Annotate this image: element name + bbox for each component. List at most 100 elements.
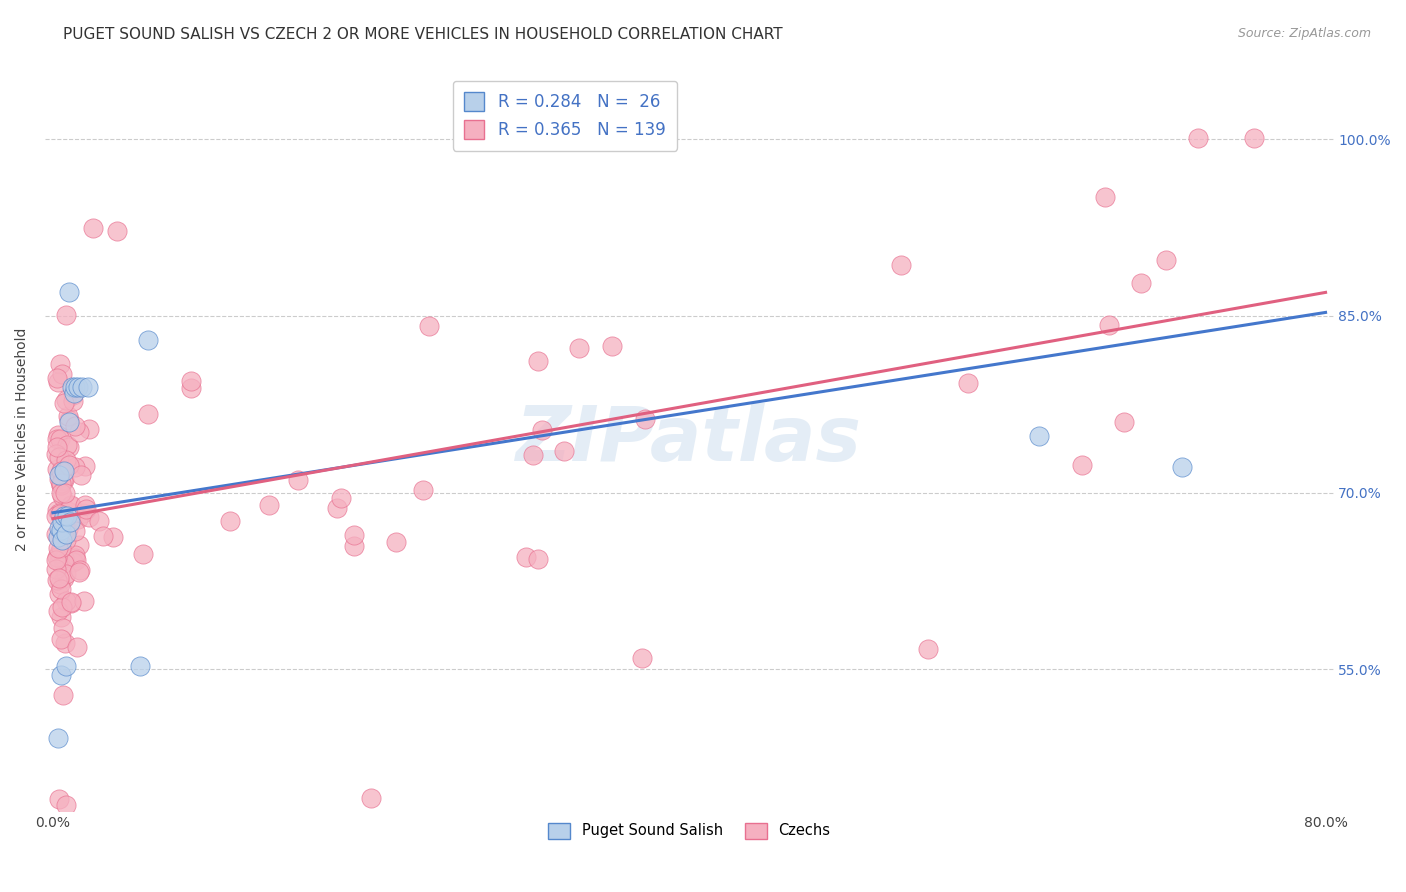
Point (49, 478, 72, 492)
Point (53, 551, 76, 566)
Point (630, 650, 652, 665)
Point (45, 447, 67, 461)
Point (52, 620, 75, 634)
Point (46, 531, 69, 545)
Point (55, 797, 77, 812)
Point (52, 571, 75, 585)
Point (49, 524, 72, 538)
Point (53, 473, 76, 487)
Point (46, 503, 69, 517)
Point (48, 521, 70, 535)
Point (62, 394, 84, 409)
Point (67, 538, 90, 552)
Point (66, 512, 89, 526)
Point (51, 489, 73, 503)
Point (65, 552, 87, 566)
Point (49, 463, 72, 477)
Point (55, 309, 77, 323)
Point (59, 595, 82, 609)
Point (51, 533, 73, 547)
Point (287, 473, 309, 487)
Point (329, 491, 352, 505)
Point (55, 485, 77, 500)
Point (69, 563, 91, 577)
Point (48, 571, 70, 585)
Point (1171, 459, 1194, 474)
Point (51, 529, 73, 543)
Point (75, 502, 97, 516)
Point (129, 659, 152, 673)
Point (412, 483, 434, 497)
Point (46, 550, 69, 565)
Point (522, 448, 544, 462)
Point (602, 339, 624, 353)
Point (49, 357, 72, 371)
Point (46, 462, 69, 476)
Point (56, 409, 79, 423)
Point (568, 341, 591, 355)
Point (45, 527, 67, 541)
Point (55, 594, 77, 608)
Point (132, 547, 155, 561)
Point (51, 610, 73, 624)
Point (180, 381, 202, 395)
Point (72, 506, 94, 520)
Point (46, 541, 69, 556)
Point (1187, 131, 1209, 145)
Point (63, 548, 86, 562)
Text: PUGET SOUND SALISH VS CZECH 2 OR MORE VEHICLES IN HOUSEHOLD CORRELATION CHART: PUGET SOUND SALISH VS CZECH 2 OR MORE VE… (63, 27, 783, 42)
Point (326, 500, 349, 515)
Point (51, 515, 73, 529)
Point (46, 371, 69, 385)
Point (917, 642, 939, 657)
Point (1028, 429, 1050, 443)
Point (48, 468, 70, 483)
Point (138, 333, 160, 347)
Point (69, 468, 91, 483)
Point (890, 258, 912, 272)
Point (53, 520, 76, 534)
Point (51, 632, 73, 647)
Point (219, 514, 242, 528)
Point (527, 354, 550, 368)
Point (45, 508, 67, 523)
Point (55, 566, 77, 581)
Point (48, 506, 70, 520)
Point (58, 458, 80, 472)
Point (67, 425, 90, 440)
Point (63, 460, 86, 475)
Point (48, 792, 70, 806)
Point (66, 640, 89, 655)
Point (51, 464, 73, 478)
Point (46, 375, 69, 389)
Point (1070, 458, 1092, 472)
Point (55, 453, 77, 467)
Point (52, 524, 75, 538)
Point (343, 528, 366, 542)
Point (55, 506, 77, 520)
Point (58, 440, 80, 454)
Point (63, 379, 86, 393)
Point (56, 509, 79, 524)
Point (103, 530, 125, 544)
Point (73, 498, 96, 512)
Point (58, 415, 80, 429)
Point (553, 443, 575, 458)
Point (48, 450, 70, 464)
Y-axis label: 2 or more Vehicles in Household: 2 or more Vehicles in Household (15, 328, 30, 551)
Point (51, 516, 73, 531)
Point (87, 514, 110, 528)
Point (56, 438, 79, 452)
Point (418, 318, 440, 333)
Point (49, 668, 72, 682)
Point (55, 392, 77, 407)
Text: ZIPatlas: ZIPatlas (516, 402, 862, 476)
Point (45, 553, 67, 567)
Point (49, 475, 72, 490)
Point (531, 423, 554, 437)
Text: Source: ZipAtlas.com: Source: ZipAtlas.com (1237, 27, 1371, 40)
Point (48, 546, 70, 560)
Point (62, 385, 84, 400)
Point (49, 477, 72, 491)
Point (55, 533, 77, 547)
